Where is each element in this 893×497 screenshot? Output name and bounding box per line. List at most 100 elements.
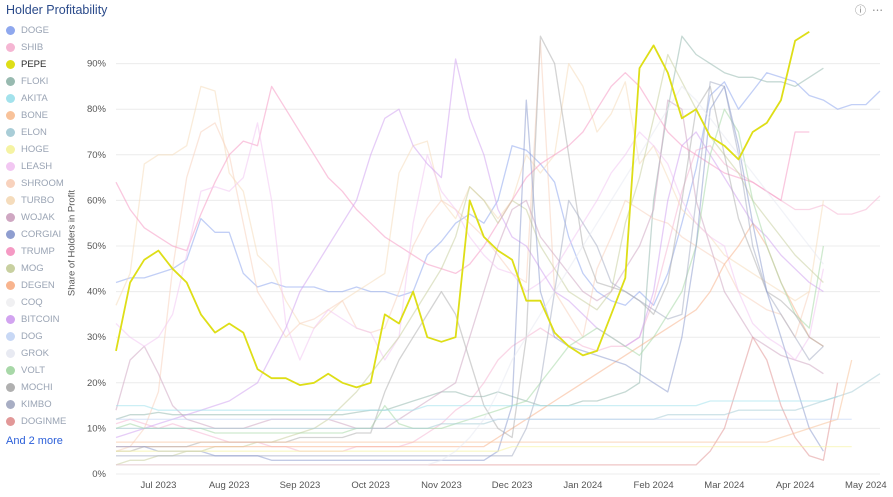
legend-label: AKITA: [21, 93, 48, 104]
legend-item-coq[interactable]: COQ: [6, 294, 72, 311]
legend-item-mochi[interactable]: MOCHI: [6, 379, 72, 396]
legend-item-grok[interactable]: GROK: [6, 345, 72, 362]
legend-item-turbo[interactable]: TURBO: [6, 192, 72, 209]
more-icon[interactable]: ⋯: [872, 5, 889, 17]
series-line-pepe[interactable]: [115, 30, 810, 389]
legend-swatch: [6, 26, 15, 35]
legend-label: MOG: [21, 263, 44, 274]
y-tick-label: 90%: [87, 59, 107, 70]
legend-item-volt[interactable]: VOLT: [6, 362, 72, 379]
x-tick-label: Feb 2024: [634, 480, 674, 491]
legend-item-degen[interactable]: DEGEN: [6, 277, 72, 294]
x-tick-label: Dec 2023: [492, 480, 533, 491]
x-tick-label: Sep 2023: [280, 480, 321, 491]
legend-item-elon[interactable]: ELON: [6, 124, 72, 141]
legend-label: FLOKI: [21, 76, 49, 87]
legend-item-mog[interactable]: MOG: [6, 260, 72, 277]
legend-label: BITCOIN: [21, 314, 60, 325]
legend: DOGE SHIB PEPE FLOKI AKITA BONE ELON HOGE LEASH S…: [6, 22, 72, 447]
legend-label: WOJAK: [21, 212, 55, 223]
legend-swatch: [6, 43, 15, 52]
info-icon[interactable]: ⓘ: [855, 5, 872, 17]
x-tick-label: Nov 2023: [421, 480, 462, 491]
legend-swatch: [6, 417, 15, 426]
legend-item-akita[interactable]: AKITA: [6, 90, 72, 107]
legend-swatch: [6, 366, 15, 375]
series-line-shroom[interactable]: [115, 40, 810, 452]
legend-item-shib[interactable]: SHIB: [6, 39, 72, 56]
y-tick-label: 20%: [87, 378, 107, 389]
series-line-akita[interactable]: [116, 395, 838, 411]
legend-swatch: [6, 247, 15, 256]
legend-label: MOCHI: [21, 382, 53, 393]
chart-title: Holder Profitability: [6, 3, 108, 17]
legend-swatch: [6, 179, 15, 188]
legend-item-pepe[interactable]: PEPE: [6, 56, 72, 73]
series-line-turbo[interactable]: [115, 62, 825, 329]
legend-item-corgiai[interactable]: CORGIAI: [6, 226, 72, 243]
toolbar: ⓘ⋯: [855, 2, 889, 18]
x-tick-label: Mar 2024: [704, 480, 744, 491]
legend-item-leash[interactable]: LEASH: [6, 158, 72, 175]
legend-item-floki[interactable]: FLOKI: [6, 73, 72, 90]
legend-item-doge[interactable]: DOGE: [6, 22, 72, 39]
legend-item-hoge[interactable]: HOGE: [6, 141, 72, 158]
legend-label: GROK: [21, 348, 49, 359]
legend-label: ELON: [21, 127, 47, 138]
series-line-trump[interactable]: [115, 72, 810, 275]
x-tick-label: Aug 2023: [209, 480, 250, 491]
series-line-corgiai[interactable]: [116, 85, 824, 461]
x-tick-label: Apr 2024: [776, 480, 815, 491]
y-tick-label: 0%: [92, 469, 106, 480]
series-line-floki[interactable]: [115, 35, 824, 420]
legend-item-shroom[interactable]: SHROOM: [6, 175, 72, 192]
legend-swatch: [6, 94, 15, 103]
legend-label: KIMBO: [21, 399, 52, 410]
series-line-hoge[interactable]: [116, 445, 852, 452]
legend-swatch: [6, 128, 15, 137]
legend-label: DOG: [21, 331, 43, 342]
y-tick-label: 40%: [87, 287, 107, 298]
x-tick-label: Jul 2023: [140, 480, 176, 491]
legend-label: VOLT: [21, 365, 46, 376]
legend-label: PEPE: [21, 59, 47, 70]
series-line-leash[interactable]: [115, 122, 825, 361]
legend-item-doginme[interactable]: DOGINME: [6, 413, 72, 430]
legend-swatch: [6, 111, 15, 120]
y-tick-label: 30%: [87, 332, 107, 343]
legend-item-trump[interactable]: TRUMP: [6, 243, 72, 260]
legend-swatch: [6, 264, 15, 273]
legend-label: TRUMP: [21, 246, 55, 257]
series-line-doge[interactable]: [115, 72, 881, 306]
legend-item-wojak[interactable]: WOJAK: [6, 209, 72, 226]
legend-swatch: [6, 77, 15, 86]
legend-label: LEASH: [21, 161, 53, 172]
legend-swatch: [6, 60, 15, 69]
legend-item-bone[interactable]: BONE: [6, 107, 72, 124]
legend-swatch: [6, 230, 15, 239]
y-tick-label: 50%: [87, 241, 107, 252]
legend-swatch: [6, 315, 15, 324]
legend-swatch: [6, 383, 15, 392]
legend-swatch: [6, 162, 15, 171]
legend-label: BONE: [21, 110, 48, 121]
legend-label: HOGE: [21, 144, 49, 155]
legend-swatch: [6, 281, 15, 290]
series-line-volt[interactable]: [115, 108, 825, 434]
series-line-bitcoin[interactable]: [115, 58, 824, 439]
legend-label: TURBO: [21, 195, 55, 206]
series-line-bone[interactable]: [116, 359, 853, 443]
y-tick-label: 10%: [87, 423, 107, 434]
legend-item-dog[interactable]: DOG: [6, 328, 72, 345]
y-tick-label: 70%: [87, 150, 107, 161]
legend-label: SHIB: [21, 42, 44, 53]
series-line-degen[interactable]: [116, 222, 824, 448]
y-tick-label: 60%: [87, 195, 107, 206]
legend-label: COQ: [21, 297, 43, 308]
y-tick-label: 80%: [87, 104, 107, 115]
series-line-grok[interactable]: [116, 85, 824, 466]
legend-item-bitcoin[interactable]: BITCOIN: [6, 311, 72, 328]
legend-more-link[interactable]: And 2 more: [6, 435, 63, 447]
legend-item-kimbo[interactable]: KIMBO: [6, 396, 72, 413]
